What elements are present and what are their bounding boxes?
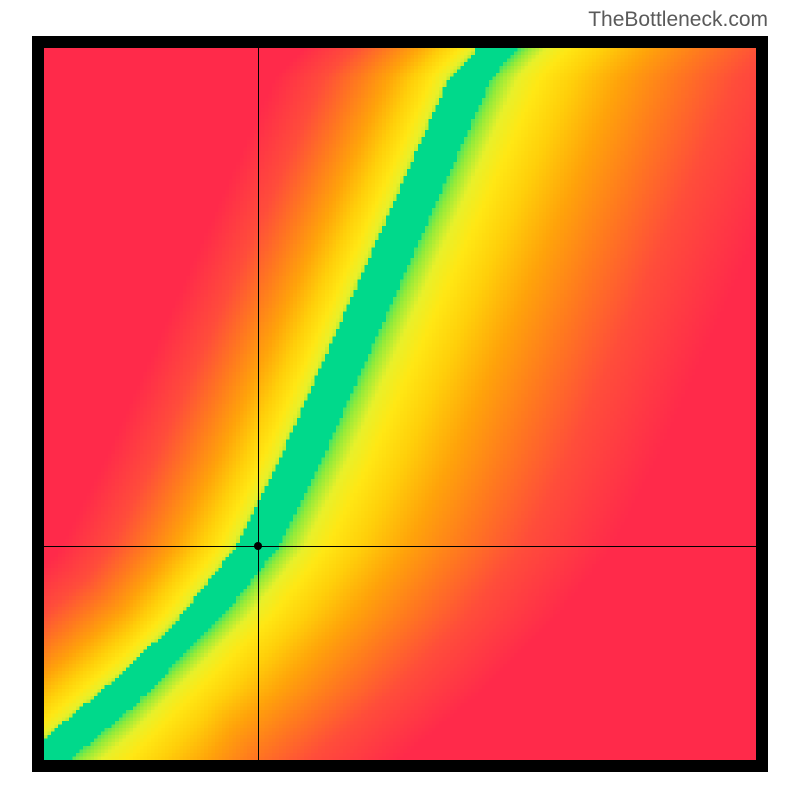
chart-container: TheBottleneck.com — [0, 0, 800, 800]
marker-dot — [254, 542, 262, 550]
heatmap-canvas — [44, 48, 756, 760]
crosshair-vertical — [258, 48, 259, 760]
plot-area — [44, 48, 756, 760]
chart-frame — [32, 36, 768, 772]
attribution-text: TheBottleneck.com — [588, 8, 768, 32]
crosshair-horizontal — [44, 546, 756, 547]
